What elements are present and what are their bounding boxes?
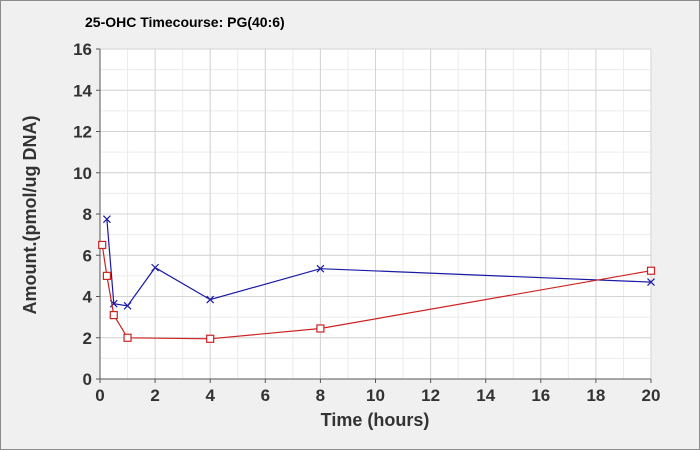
data-point — [123, 301, 132, 310]
x-tick-label: 4 — [205, 386, 215, 405]
x-tick-label: 12 — [421, 386, 440, 405]
x-axis-label: Time (hours) — [321, 410, 430, 430]
data-point — [316, 264, 325, 273]
data-point — [206, 334, 215, 343]
x-tick-label: 14 — [476, 386, 495, 405]
data-point — [647, 278, 655, 286]
axes — [96, 48, 652, 383]
y-tick-label: 10 — [73, 164, 92, 183]
y-tick-label: 8 — [83, 205, 92, 224]
x-tick-label: 2 — [150, 386, 159, 405]
x-tick-label: 0 — [95, 386, 104, 405]
series-2 — [98, 240, 656, 343]
y-tick-label: 4 — [83, 288, 93, 307]
x-tick-label: 20 — [642, 386, 661, 405]
grid-lines — [99, 48, 652, 380]
y-tick-label: 6 — [83, 246, 92, 265]
chart-title: 25-OHC Timecourse: PG(40:6) — [85, 14, 285, 30]
x-tick-label: 8 — [316, 386, 325, 405]
x-tick-label: 18 — [586, 386, 605, 405]
y-tick-label: 0 — [83, 370, 92, 389]
series-layer — [98, 215, 656, 343]
data-point — [98, 240, 107, 250]
data-point — [206, 295, 215, 304]
x-tick-label: 6 — [261, 386, 270, 405]
x-tick-label: 10 — [366, 386, 385, 405]
y-tick-label: 2 — [83, 329, 92, 348]
data-point — [102, 271, 111, 280]
data-point — [109, 310, 118, 320]
data-point — [151, 263, 160, 272]
tick-labels: 0 2 4 6 8 10 12 14 16 18 20 0 2 4 6 8 10 12 14 16 — [73, 40, 660, 405]
y-tick-label: 12 — [73, 123, 92, 142]
series-1 — [102, 215, 655, 310]
data-point — [102, 215, 111, 224]
y-tick-label: 16 — [73, 40, 92, 59]
y-axis-label: Amount.(pmol/ug DNA) — [20, 116, 40, 315]
data-point — [123, 333, 132, 342]
data-point — [316, 324, 325, 333]
data-point — [646, 266, 656, 275]
x-tick-label: 16 — [531, 386, 550, 405]
y-tick-label: 14 — [73, 81, 92, 100]
